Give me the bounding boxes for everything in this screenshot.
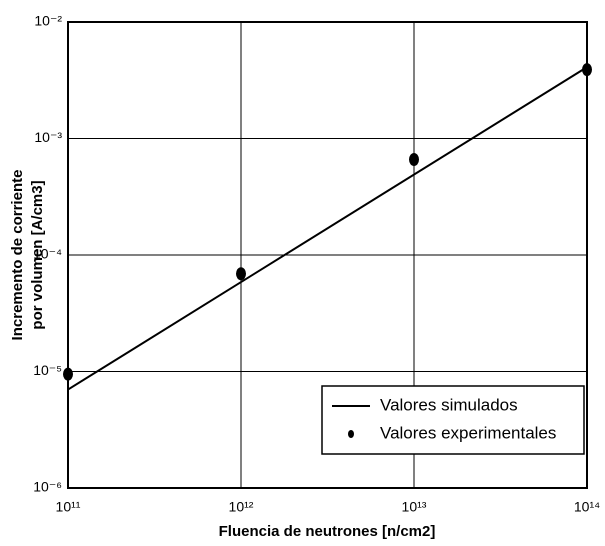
data-line	[67, 66, 588, 391]
legend-box	[321, 385, 585, 455]
y-tick-label: 10⁻⁶	[33, 479, 62, 495]
x-tick-label: 10¹⁴	[574, 499, 600, 515]
legend-label: Valores experimentales	[380, 423, 556, 442]
x-tick-label: 10¹²	[229, 499, 254, 515]
legend-marker	[348, 430, 354, 438]
data-point	[582, 63, 592, 77]
data-point	[236, 267, 246, 281]
plot-frame	[67, 21, 588, 489]
data-point	[63, 367, 73, 381]
data-point	[409, 153, 419, 167]
x-axis-label: Fluencia de neutrones [n/cm2]	[219, 523, 436, 540]
y-tick-label: 10⁻²	[34, 13, 62, 29]
y-axis-label: Incremento de corriente	[9, 170, 26, 341]
legend-label: Valores simulados	[380, 395, 518, 414]
y-tick-label: 10⁻⁵	[33, 362, 62, 378]
y-tick-label: 10⁻³	[34, 129, 62, 145]
x-tick-label: 10¹³	[402, 499, 427, 515]
x-tick-label: 10¹¹	[56, 499, 81, 515]
y-tick-label: 10⁻⁴	[33, 246, 62, 262]
y-axis-label: por volumen [A/cm3]	[29, 180, 46, 329]
